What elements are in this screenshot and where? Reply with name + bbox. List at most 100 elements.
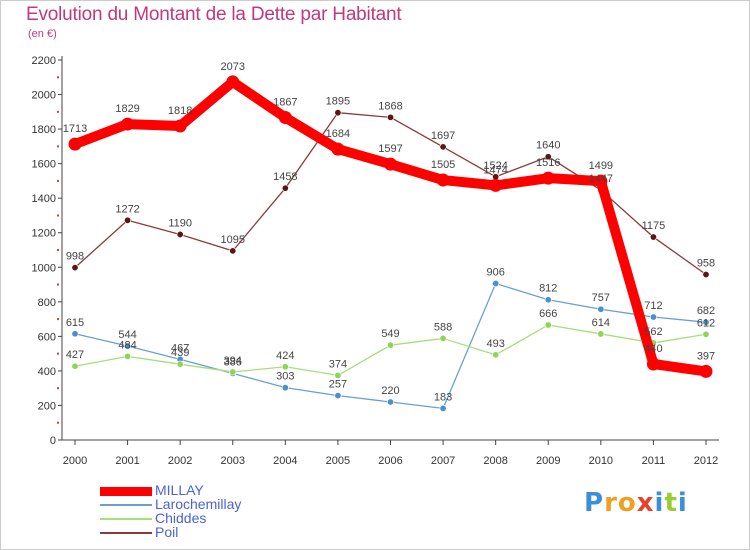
y-tick-label-0: 0 — [50, 435, 56, 447]
legend-swatch-poil — [100, 532, 152, 534]
data-label-larochemillay-2002: 467 — [171, 342, 189, 354]
data-label-larochemillay-2005: 257 — [329, 379, 347, 391]
y-tick-label-600: 600 — [38, 331, 56, 343]
data-label-larochemillay-2006: 220 — [381, 385, 399, 397]
point-millay-2004 — [278, 111, 292, 125]
x-tick-label-2005: 2005 — [326, 455, 350, 467]
data-label-millay-2012: 397 — [697, 350, 715, 362]
point-chiddes-2010 — [597, 330, 605, 338]
data-label-chiddes-2007: 588 — [434, 321, 452, 333]
chart-title: Evolution du Montant de la Dette par Hab… — [26, 4, 402, 25]
y-tick-label-1000: 1000 — [32, 262, 56, 274]
data-label-poil-2011: 1175 — [642, 220, 666, 232]
data-label-chiddes-2000: 427 — [66, 349, 84, 361]
point-poil-2004 — [281, 184, 289, 192]
logo-letter: r — [604, 488, 618, 518]
legend-label-larochemillay: Larochemillay — [155, 496, 242, 512]
y-minor-tick — [57, 145, 59, 148]
point-millay-2010 — [594, 174, 608, 188]
data-label-chiddes-2002: 439 — [171, 347, 189, 359]
point-chiddes-2004 — [281, 363, 289, 371]
point-larochemillay-2005 — [334, 392, 342, 400]
point-millay-2008 — [489, 178, 503, 192]
data-label-millay-2001: 1829 — [115, 103, 139, 115]
data-label-chiddes-2011: 562 — [644, 326, 662, 338]
y-minor-tick — [57, 76, 59, 79]
point-poil-2011 — [649, 233, 657, 241]
data-label-chiddes-2001: 484 — [118, 339, 136, 351]
data-label-larochemillay-2003: 386 — [224, 356, 242, 368]
y-minor-tick — [57, 421, 59, 424]
data-label-poil-2003: 1095 — [221, 234, 245, 246]
y-tick-label-1200: 1200 — [32, 228, 56, 240]
data-label-poil-2000: 998 — [66, 251, 84, 263]
point-chiddes-2000 — [71, 362, 79, 370]
x-tick-label-2002: 2002 — [168, 455, 192, 467]
data-label-larochemillay-2010: 757 — [592, 292, 610, 304]
x-tick-label-2011: 2011 — [642, 455, 666, 467]
chart-subtitle: (en €) — [28, 28, 57, 40]
point-larochemillay-2011 — [649, 313, 657, 321]
point-larochemillay-2001 — [124, 342, 132, 350]
series-line-poil — [74, 112, 707, 276]
y-tick-label-1400: 1400 — [32, 193, 56, 205]
point-millay-2012 — [699, 364, 713, 378]
y-minor-tick — [57, 214, 59, 217]
point-larochemillay-2000 — [71, 330, 79, 338]
x-tick-label-2003: 2003 — [221, 455, 245, 467]
point-chiddes-2008 — [492, 351, 500, 359]
x-tick-label-2009: 2009 — [536, 455, 560, 467]
y-minor-tick — [57, 283, 59, 286]
data-label-poil-2004: 1458 — [273, 171, 297, 183]
logo-letter: i — [654, 488, 665, 518]
point-poil-2009 — [544, 153, 552, 161]
data-label-larochemillay-2000: 615 — [66, 317, 84, 329]
data-label-chiddes-2005: 374 — [329, 358, 347, 370]
x-tick-label-2012: 2012 — [694, 455, 718, 467]
point-poil-2001 — [124, 216, 132, 224]
y-tick-label-800: 800 — [38, 297, 56, 309]
data-label-millay-2004: 1867 — [273, 97, 297, 109]
point-poil-2000 — [71, 264, 79, 272]
data-label-chiddes-2008: 493 — [486, 338, 504, 350]
point-millay-2009 — [541, 171, 555, 185]
logo-letter: i — [677, 488, 688, 518]
data-label-poil-2009: 1640 — [536, 140, 560, 152]
data-label-millay-2010: 1499 — [589, 160, 613, 172]
legend-swatch-millay — [100, 487, 152, 496]
point-millay-2001 — [121, 117, 135, 131]
point-millay-2007 — [436, 173, 450, 187]
data-label-chiddes-2006: 549 — [381, 328, 399, 340]
point-chiddes-2003 — [229, 368, 237, 376]
x-tick-label-2001: 2001 — [115, 455, 139, 467]
data-label-larochemillay-2012: 682 — [697, 305, 715, 317]
data-label-larochemillay-2008: 906 — [486, 267, 504, 279]
point-millay-2005 — [331, 142, 345, 156]
y-minor-tick — [57, 249, 59, 251]
point-chiddes-2012 — [702, 330, 710, 338]
point-chiddes-2005 — [334, 371, 342, 379]
data-label-poil-2006: 1868 — [378, 100, 402, 112]
x-tick-label-2006: 2006 — [378, 455, 402, 467]
data-label-poil-2010: 1447 — [589, 173, 613, 185]
point-millay-2002 — [173, 119, 187, 133]
x-tick-label-2004: 2004 — [273, 455, 297, 467]
point-chiddes-2001 — [124, 352, 132, 360]
point-chiddes-2007 — [439, 334, 447, 342]
data-label-millay-2009: 1516 — [536, 157, 560, 169]
data-label-larochemillay-2011: 712 — [644, 300, 662, 312]
y-tick-label-2200: 2200 — [32, 55, 56, 67]
legend-swatch-larochemillay — [100, 504, 152, 506]
data-label-larochemillay-2007: 183 — [434, 391, 452, 403]
logo-letter: x — [636, 488, 655, 518]
data-label-millay-2002: 1818 — [168, 105, 192, 117]
y-tick-label-200: 200 — [38, 400, 56, 412]
y-tick-label-1800: 1800 — [32, 124, 56, 136]
point-poil-2002 — [176, 230, 184, 238]
y-minor-tick — [57, 352, 59, 355]
legend-label-millay: MILLAY — [155, 482, 204, 498]
point-larochemillay-2012 — [702, 318, 710, 326]
point-millay-2003 — [226, 75, 240, 89]
data-label-millay-2007: 1505 — [431, 159, 455, 171]
